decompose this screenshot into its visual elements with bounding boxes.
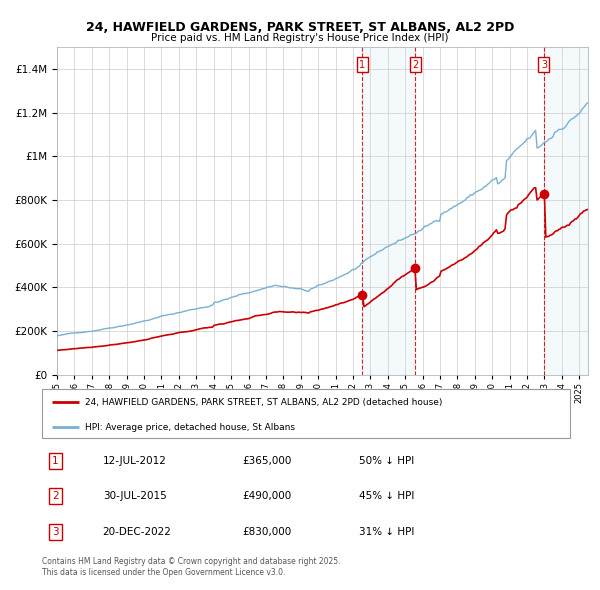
Text: 1: 1 [52,455,59,466]
Text: 31% ↓ HPI: 31% ↓ HPI [359,527,414,537]
Bar [544,47,588,375]
Text: £490,000: £490,000 [242,491,292,501]
Text: 1: 1 [359,60,365,70]
Text: £365,000: £365,000 [242,455,292,466]
Text: HPI: Average price, detached house, St Albans: HPI: Average price, detached house, St A… [85,422,295,432]
Text: 3: 3 [52,527,59,537]
Text: £830,000: £830,000 [242,527,292,537]
Text: Price paid vs. HM Land Registry's House Price Index (HPI): Price paid vs. HM Land Registry's House … [151,34,449,43]
Text: This data is licensed under the Open Government Licence v3.0.: This data is licensed under the Open Gov… [42,568,286,577]
Bar [362,47,415,375]
Text: 24, HAWFIELD GARDENS, PARK STREET, ST ALBANS, AL2 2PD (detached house): 24, HAWFIELD GARDENS, PARK STREET, ST AL… [85,398,443,407]
Text: 3: 3 [541,60,547,70]
Text: 2: 2 [52,491,59,501]
Text: 12-JUL-2012: 12-JUL-2012 [103,455,167,466]
Text: 45% ↓ HPI: 45% ↓ HPI [359,491,414,501]
Text: Contains HM Land Registry data © Crown copyright and database right 2025.: Contains HM Land Registry data © Crown c… [42,557,341,566]
Text: 30-JUL-2015: 30-JUL-2015 [103,491,166,501]
Text: 20-DEC-2022: 20-DEC-2022 [103,527,172,537]
Text: 50% ↓ HPI: 50% ↓ HPI [359,455,414,466]
Text: 2: 2 [412,60,418,70]
Text: 24, HAWFIELD GARDENS, PARK STREET, ST ALBANS, AL2 2PD: 24, HAWFIELD GARDENS, PARK STREET, ST AL… [86,21,514,34]
